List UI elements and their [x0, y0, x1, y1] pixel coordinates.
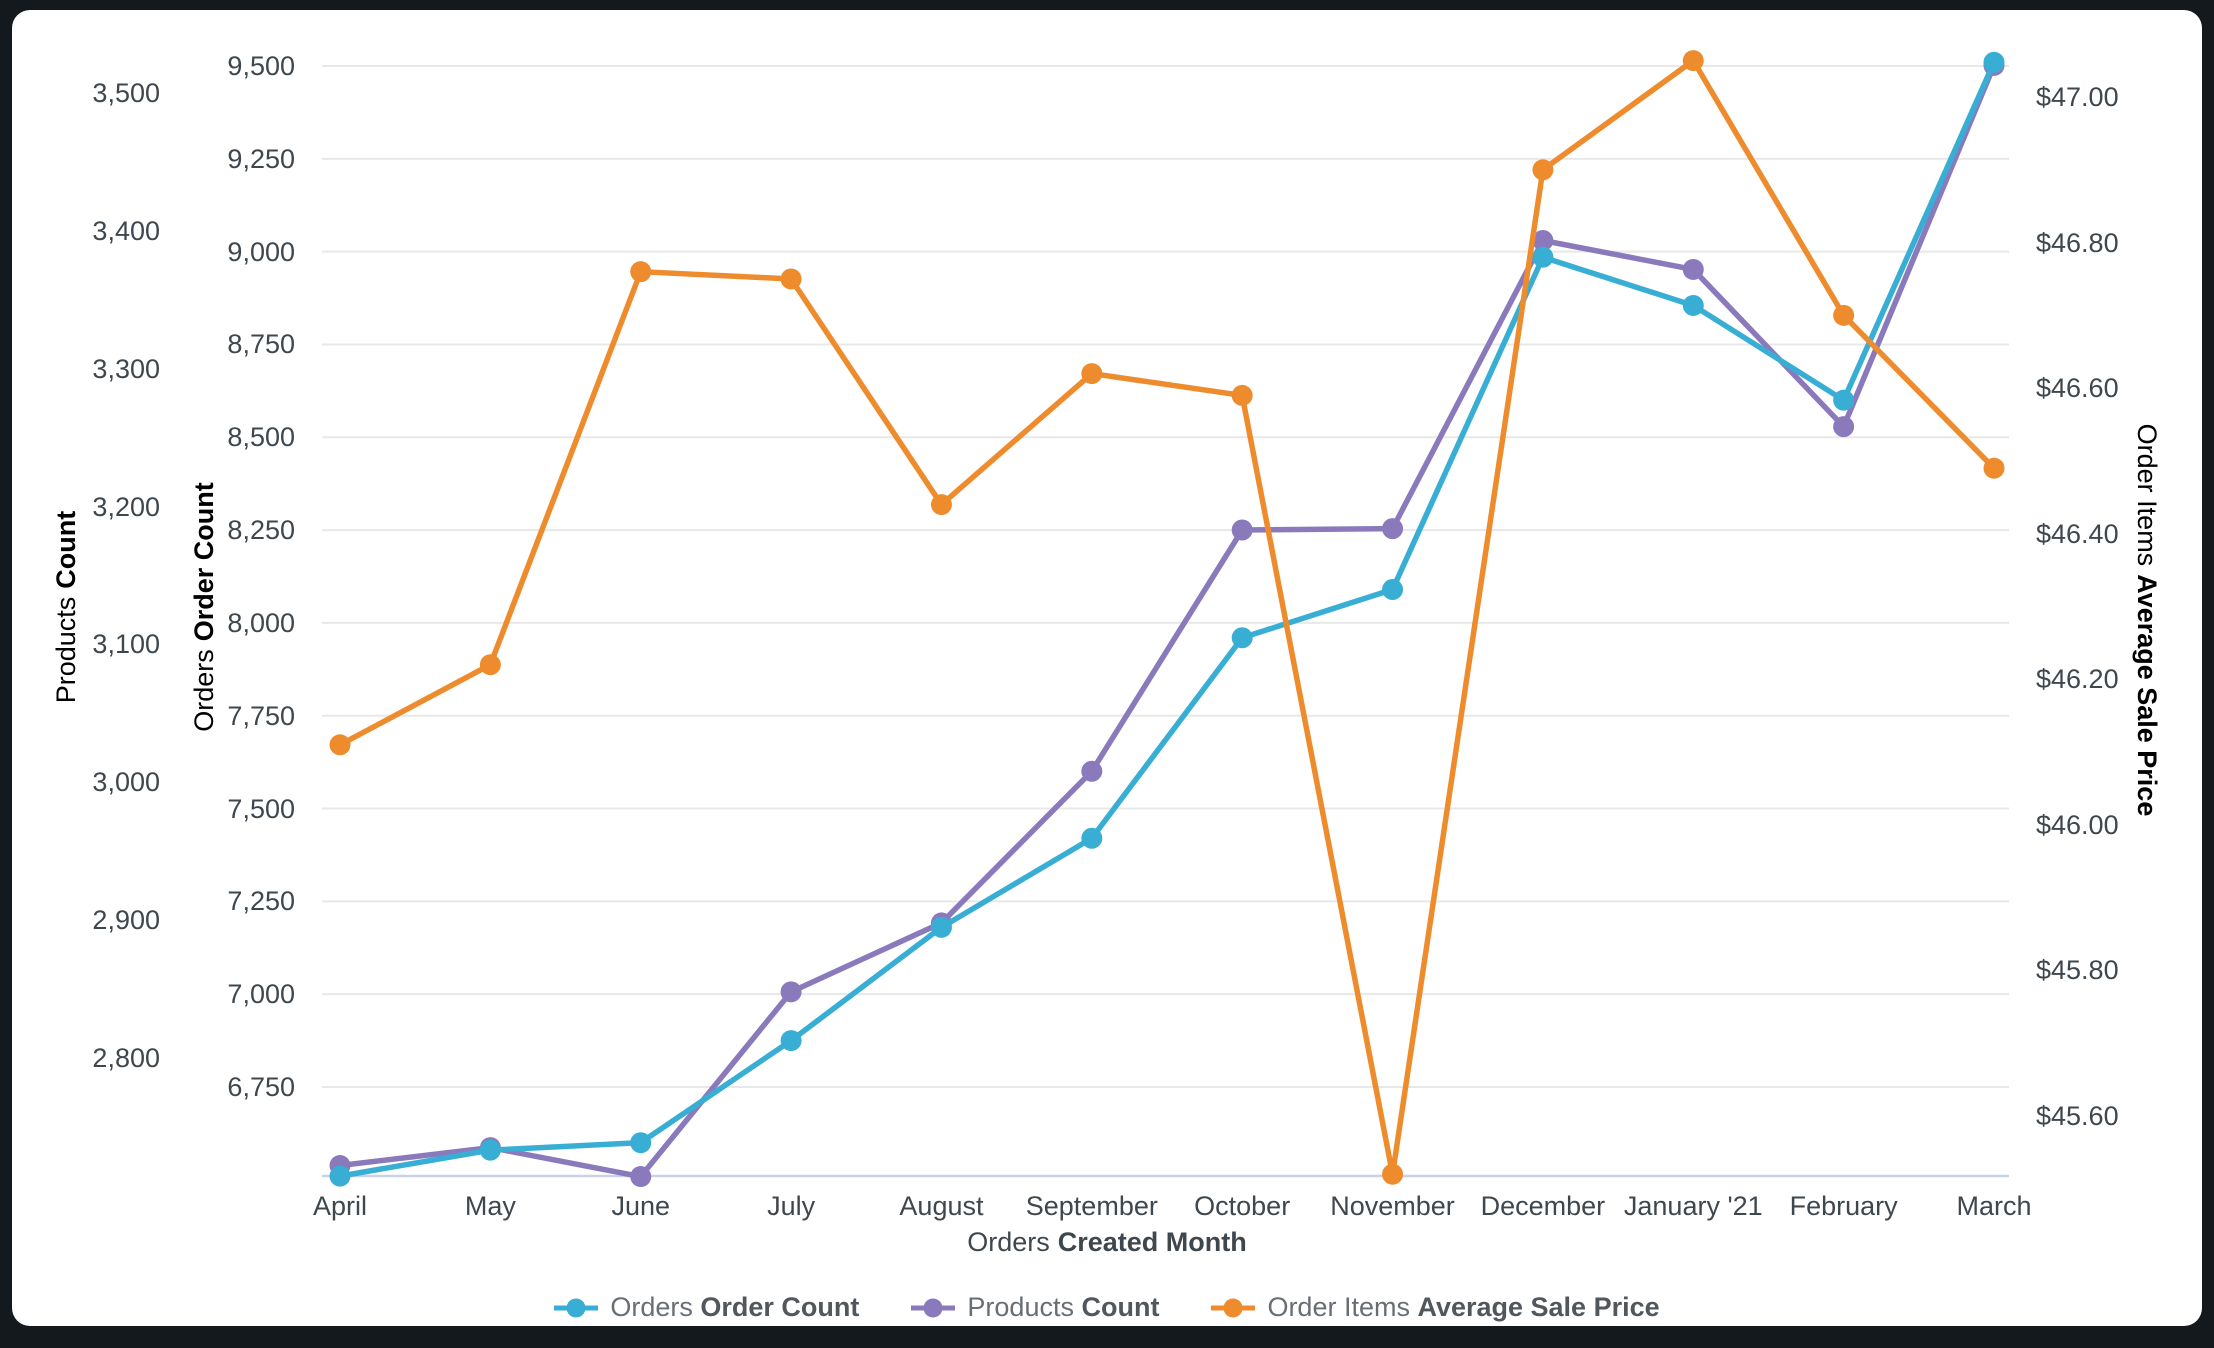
legend-item-order-count[interactable]: Orders Order Count — [554, 1292, 859, 1323]
series-line-price — [338, 57, 1996, 1177]
products-tick-label: 3,100 — [92, 629, 160, 660]
data-point-products[interactable] — [1682, 258, 1704, 280]
orders-tick-label: 7,750 — [227, 700, 295, 731]
data-point-orders[interactable] — [1382, 578, 1404, 600]
x-axis-month-label: November — [1330, 1191, 1455, 1221]
x-axis-month-label: May — [464, 1191, 516, 1221]
data-point-price[interactable] — [329, 734, 351, 756]
data-point-orders[interactable] — [1833, 389, 1855, 411]
orders-tick-label: 8,000 — [227, 607, 295, 638]
data-point-products[interactable] — [1231, 519, 1253, 541]
products-tick-label: 3,000 — [92, 767, 160, 798]
x-axis-title-prefix: Orders — [967, 1227, 1050, 1257]
series-line-products — [339, 64, 1997, 1180]
x-axis-title-field: Created Month — [1057, 1227, 1247, 1257]
price-tick-label: $46.40 — [2036, 518, 2119, 549]
x-axis-month-label: July — [767, 1191, 816, 1221]
orders-tick-label: 7,500 — [227, 793, 295, 824]
price-tick-label: $47.00 — [2036, 82, 2119, 112]
series-line-orders — [339, 61, 1997, 1179]
data-point-price[interactable] — [780, 268, 802, 290]
orders-tick-label: 8,750 — [227, 329, 295, 360]
price-tick-label: $46.60 — [2036, 373, 2119, 404]
orders-tick-label: 8,250 — [227, 515, 295, 546]
orders-tick-label: 7,000 — [227, 979, 295, 1010]
x-axis-month-label: December — [1480, 1191, 1606, 1221]
products-tick-label: 3,500 — [92, 78, 160, 108]
data-point-price[interactable] — [930, 494, 952, 516]
orders-tick-label: 8,500 — [227, 422, 295, 453]
legend-item-label: Products Count — [967, 1292, 1160, 1322]
data-point-products[interactable] — [1833, 416, 1855, 438]
x-axis-title: Orders Created Month — [0, 1227, 2214, 1258]
data-point-orders[interactable] — [1532, 246, 1554, 268]
x-axis-month-label: October — [1194, 1191, 1291, 1221]
legend-item-label: Order Items Average Sale Price — [1267, 1292, 1660, 1322]
orders-tick-label: 6,750 — [227, 1072, 295, 1102]
products-tick-label: 3,400 — [92, 215, 160, 246]
data-point-price[interactable] — [630, 261, 652, 283]
orders-tick-label: 7,250 — [227, 886, 295, 917]
data-point-price[interactable] — [1983, 457, 2005, 479]
price-tick-label: $46.20 — [2036, 664, 2119, 695]
products-tick-label: 3,200 — [92, 491, 160, 522]
data-point-orders[interactable] — [1983, 51, 2005, 73]
data-point-orders[interactable] — [930, 916, 952, 938]
data-point-price[interactable] — [1833, 304, 1855, 326]
legend-marker-icon — [1211, 1298, 1256, 1317]
data-point-price[interactable] — [1532, 159, 1554, 181]
data-point-orders[interactable] — [780, 1030, 802, 1052]
price-tick-label: $46.80 — [2036, 227, 2119, 258]
orders-tick-label: 9,500 — [227, 51, 295, 81]
legend-item-average-sale-price[interactable]: Order Items Average Sale Price — [1211, 1292, 1660, 1323]
data-point-price[interactable] — [479, 654, 501, 676]
x-axis-month-label: February — [1789, 1191, 1898, 1221]
legend: Orders Order Count Products Count Order It… — [0, 1292, 2214, 1323]
x-axis-month-label: March — [1956, 1191, 2032, 1221]
x-axis-month-label: April — [312, 1191, 367, 1221]
data-point-orders[interactable] — [1081, 827, 1103, 849]
data-point-orders[interactable] — [1231, 627, 1253, 649]
legend-item-label: Orders Order Count — [610, 1292, 860, 1322]
data-point-orders[interactable] — [479, 1139, 501, 1161]
data-point-price[interactable] — [1682, 50, 1704, 72]
price-tick-label: $45.60 — [2036, 1101, 2119, 1131]
data-point-orders[interactable] — [329, 1165, 351, 1187]
data-point-products[interactable] — [1081, 760, 1103, 782]
data-point-products[interactable] — [630, 1166, 652, 1188]
data-point-price[interactable] — [1081, 363, 1103, 385]
x-axis-month-label: January '21 — [1623, 1191, 1763, 1221]
chart-card — [12, 10, 2202, 1326]
legend-marker-icon — [554, 1298, 599, 1317]
products-tick-label: 2,900 — [92, 905, 160, 936]
x-axis-month-label: August — [899, 1191, 984, 1221]
line-chart-plot — [322, 50, 2009, 1188]
products-tick-label: 3,300 — [92, 353, 160, 384]
price-tick-label: $46.00 — [2036, 809, 2119, 840]
legend-marker-icon — [911, 1298, 956, 1317]
data-point-price[interactable] — [1382, 1163, 1404, 1185]
x-axis-month-label: June — [611, 1191, 670, 1221]
data-point-orders[interactable] — [630, 1132, 652, 1154]
data-point-products[interactable] — [1382, 518, 1404, 540]
products-axis-title: ProductsCount — [49, 327, 83, 887]
data-point-products[interactable] — [780, 981, 802, 1003]
orders-tick-label: 9,250 — [227, 143, 295, 174]
products-tick-label: 2,800 — [92, 1043, 160, 1073]
x-axis-month-label: September — [1025, 1191, 1158, 1221]
data-point-products[interactable] — [1532, 230, 1554, 252]
orders-tick-label: 9,000 — [227, 236, 295, 267]
data-point-price[interactable] — [1231, 384, 1253, 406]
legend-item-count[interactable]: Products Count — [911, 1292, 1159, 1323]
data-point-orders[interactable] — [1682, 294, 1704, 316]
price-tick-label: $45.80 — [2036, 955, 2119, 986]
